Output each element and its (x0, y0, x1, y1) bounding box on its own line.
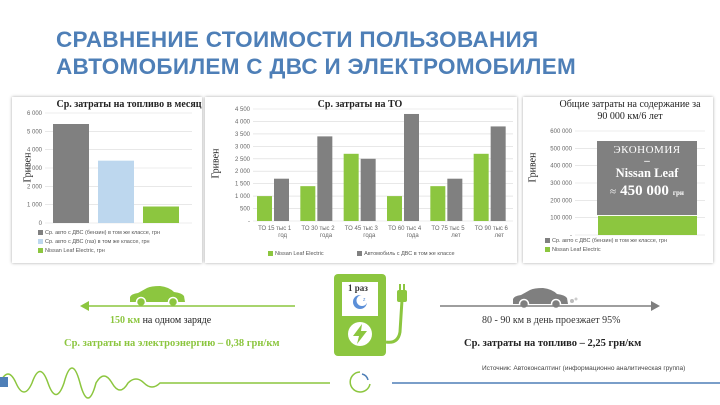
company-logo (349, 371, 371, 393)
service-tick-label: 2 000 (235, 169, 251, 175)
legend-item-leaf: Nissan Leaf Electric, грн (38, 247, 160, 256)
service-chart-title: Ср. затраты на ТО (317, 99, 403, 110)
total-tick-label: 400 000 (550, 164, 572, 170)
fuel-tick-label: 2 000 (27, 184, 43, 190)
service-bar (404, 113, 419, 221)
savings-line-3: Nissan Leaf (615, 166, 679, 180)
service-category-label: ТО 75 тыс 5 (431, 226, 465, 232)
savings-line-1: ЭКОНОМИЯ (613, 144, 681, 156)
savings-amount-row: ≈ 450 000 грн (597, 182, 697, 200)
savings-line-2: – (644, 155, 650, 167)
legend-item-ice-service: Автомобиль с ДВС в том же классе (357, 251, 455, 257)
service-bar (257, 196, 272, 221)
service-category-label: ТО 30 тыс 2 (301, 226, 335, 232)
title-line-1: СРАВНЕНИЕ СТОИМОСТИ ПОЛЬЗОВАНИЯ (56, 27, 539, 52)
service-chart-svg: - 500 1 000 1 500 2 000 2 500 3 000 3 500 4 000 4… (235, 107, 513, 239)
service-tick-label: 3 500 (235, 132, 251, 138)
service-bar (343, 153, 359, 221)
service-category-sublabel: года (320, 233, 333, 239)
service-bar (447, 178, 463, 221)
daily-distance-text: 80 - 90 км в день проезжает 95% (482, 315, 621, 326)
service-category-label: ТО 15 тыс 1 (258, 226, 292, 232)
total-tick-label: 200 000 (550, 198, 572, 204)
service-category-sublabel: года (363, 233, 376, 239)
title-line-2: АВТОМОБИЛЕМ С ДВС И ЭЛЕКТРОМОБИЛЕМ (56, 54, 577, 79)
ev-cost-text: Ср. затраты на электроэнергию – 0,38 грн… (64, 338, 280, 349)
fuel-tick-label: 6 000 (27, 111, 43, 117)
legend-item-petrol-total: Ср. авто с ДВС (бензин) в том же классе,… (545, 237, 667, 246)
service-tick-label: 1 500 (235, 182, 251, 188)
service-category-sublabel: года (407, 233, 420, 239)
service-tick-label: 1 000 (235, 194, 251, 200)
total-bar (598, 215, 697, 235)
savings-amount: 450 000 (620, 183, 669, 199)
service-bar (317, 136, 333, 221)
range-suffix: на одном заряде (140, 315, 212, 326)
service-category-label: ТО 60 тыс 4 (388, 226, 422, 232)
service-bar (387, 196, 402, 221)
range-km: 150 км (110, 315, 141, 326)
service-chart-legend: Nissan Leaf Electric Автомобиль с ДВС в … (268, 250, 455, 259)
service-tick-label: 500 (240, 207, 251, 213)
fuel-tick-label: 1 000 (27, 203, 43, 209)
service-tick-label: 4 000 (235, 119, 251, 125)
service-tick-label: 3 000 (235, 144, 251, 150)
fuel-bar (98, 160, 134, 223)
service-tick-label: 4 500 (235, 107, 251, 113)
legend-item-gas: Ср. авто с ДВС (газ) в том же классе, гр… (38, 238, 160, 247)
svg-text:z: z (363, 297, 366, 303)
total-tick-label: 500 000 (550, 146, 572, 152)
fuel-chart-title: Ср. затраты на топливо в месяц (56, 99, 202, 110)
service-tick-label: 2 500 (235, 157, 251, 163)
fuel-bar (143, 206, 179, 223)
service-bar (473, 153, 489, 221)
service-bar (360, 158, 376, 221)
fuel-tick-label: 4 000 (27, 148, 43, 154)
fuel-chart-legend: Ср. авто с ДВС (бензин) в том же классе,… (38, 229, 160, 256)
left-arrow-line (80, 301, 295, 311)
source-text: Источник: Автоконсалтинг (информационно … (482, 365, 686, 372)
charger-label: 1 раз (348, 283, 368, 293)
fuel-bar (53, 124, 89, 223)
savings-approx: ≈ (610, 186, 617, 198)
savings-annotation: ЭКОНОМИЯ – Nissan Leaf ≈ 450 000 грн (597, 141, 697, 215)
service-bar (300, 186, 316, 221)
savings-unit: грн (672, 189, 684, 197)
night-moon-icon: z (353, 295, 368, 309)
service-bar (274, 178, 289, 221)
fuel-chart-svg: 0 1 000 2 000 3 000 4 000 5 000 6 000 (27, 111, 192, 227)
service-bar (490, 126, 506, 221)
footer-wave-decoration (0, 367, 720, 399)
fuel-cost-text: Ср. затраты на топливо – 2,25 грн/км (464, 338, 642, 349)
charger-station-icon (334, 274, 407, 356)
legend-item-leaf-total: Nissan Leaf Electric (545, 246, 667, 255)
right-arrow-line (440, 301, 660, 311)
service-bar (430, 186, 446, 221)
legend-item-leaf-service: Nissan Leaf Electric (268, 251, 324, 257)
page-title: СРАВНЕНИЕ СТОИМОСТИ ПОЛЬЗОВАНИЯ АВТОМОБИ… (56, 26, 656, 80)
fuel-tick-label: 0 (39, 221, 43, 227)
fuel-tick-label: 3 000 (27, 166, 43, 172)
total-chart-title: Общие затраты на содержание за 90 000 км… (559, 99, 701, 122)
total-tick-label: 600 000 (550, 129, 572, 135)
total-tick-label: 100 000 (550, 216, 572, 222)
service-category-sublabel: год (278, 233, 287, 239)
total-tick-label: - (570, 233, 572, 239)
service-category-sublabel: лет (451, 233, 461, 239)
service-category-label: ТО 90 тыс 6 (475, 226, 509, 232)
service-tick-label: - (248, 219, 250, 225)
total-tick-label: 300 000 (550, 181, 572, 187)
legend-item-petrol: Ср. авто с ДВС (бензин) в том же классе,… (38, 229, 160, 238)
service-category-sublabel: лет (495, 233, 505, 239)
service-category-label: ТО 45 тыс 3 (345, 226, 379, 232)
total-chart-legend: Ср. авто с ДВС (бензин) в том же классе,… (545, 237, 667, 255)
range-text: 150 км на одном заряде (110, 315, 211, 326)
fuel-tick-label: 5 000 (27, 129, 43, 135)
